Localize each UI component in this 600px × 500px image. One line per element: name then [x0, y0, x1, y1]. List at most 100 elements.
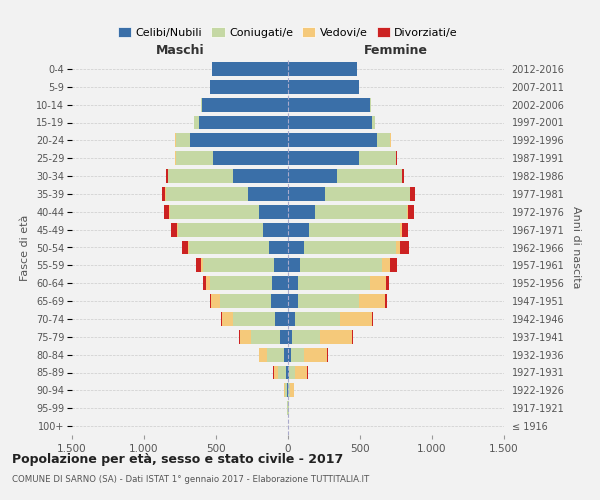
Bar: [284, 348, 288, 362]
Bar: [288, 222, 309, 236]
Bar: [286, 366, 288, 380]
Bar: [178, 222, 263, 236]
Bar: [239, 330, 240, 344]
Bar: [233, 169, 288, 183]
Bar: [220, 294, 271, 308]
Bar: [289, 366, 295, 380]
Bar: [288, 312, 295, 326]
Bar: [325, 187, 410, 201]
Bar: [280, 330, 288, 344]
Bar: [206, 276, 210, 290]
Bar: [285, 384, 287, 398]
Bar: [352, 330, 353, 344]
Bar: [275, 312, 288, 326]
Bar: [287, 384, 288, 398]
Bar: [201, 258, 203, 272]
Bar: [269, 240, 288, 254]
Bar: [274, 258, 288, 272]
Bar: [199, 116, 288, 130]
Bar: [289, 384, 290, 398]
Bar: [408, 205, 414, 219]
Bar: [304, 240, 396, 254]
Bar: [166, 187, 248, 201]
Bar: [272, 276, 288, 290]
Bar: [386, 276, 389, 290]
Bar: [176, 151, 213, 165]
Bar: [304, 348, 328, 362]
Bar: [240, 330, 251, 344]
Bar: [288, 62, 357, 76]
Bar: [337, 169, 402, 183]
Bar: [233, 312, 275, 326]
Bar: [359, 151, 396, 165]
Text: COMUNE DI SARNO (SA) - Dati ISTAT 1° gennaio 2017 - Elaborazione TUTTITALIA.IT: COMUNE DI SARNO (SA) - Dati ISTAT 1° gen…: [12, 475, 369, 484]
Bar: [314, 205, 407, 219]
Bar: [194, 116, 199, 130]
Bar: [213, 151, 288, 165]
Bar: [299, 258, 382, 272]
Bar: [390, 258, 397, 272]
Bar: [288, 116, 371, 130]
Bar: [288, 294, 298, 308]
Bar: [161, 187, 165, 201]
Bar: [248, 187, 288, 201]
Bar: [203, 258, 274, 272]
Bar: [202, 98, 288, 112]
Bar: [290, 384, 294, 398]
Bar: [298, 294, 359, 308]
Bar: [288, 330, 292, 344]
Bar: [309, 222, 400, 236]
Bar: [340, 312, 371, 326]
Bar: [288, 134, 377, 147]
Bar: [407, 205, 408, 219]
Bar: [410, 187, 415, 201]
Bar: [166, 169, 168, 183]
Bar: [359, 294, 385, 308]
Bar: [221, 312, 222, 326]
Bar: [288, 258, 299, 272]
Bar: [176, 134, 190, 147]
Bar: [288, 169, 337, 183]
Bar: [288, 98, 370, 112]
Bar: [251, 330, 280, 344]
Bar: [259, 348, 267, 362]
Bar: [210, 276, 272, 290]
Bar: [196, 258, 201, 272]
Bar: [400, 222, 402, 236]
Bar: [182, 240, 188, 254]
Bar: [292, 330, 320, 344]
Bar: [385, 294, 387, 308]
Y-axis label: Anni di nascita: Anni di nascita: [571, 206, 581, 289]
Bar: [288, 80, 359, 94]
Bar: [295, 312, 340, 326]
Bar: [278, 366, 286, 380]
Legend: Celibi/Nubili, Coniugati/e, Vedovi/e, Divorziati/e: Celibi/Nubili, Coniugati/e, Vedovi/e, Di…: [113, 22, 463, 42]
Bar: [284, 384, 285, 398]
Bar: [212, 62, 288, 76]
Bar: [267, 348, 284, 362]
Bar: [210, 80, 288, 94]
Bar: [295, 366, 307, 380]
Bar: [288, 348, 290, 362]
Bar: [201, 98, 202, 112]
Bar: [290, 348, 304, 362]
Y-axis label: Fasce di età: Fasce di età: [20, 214, 31, 280]
Bar: [288, 276, 298, 290]
Bar: [211, 294, 220, 308]
Bar: [382, 258, 390, 272]
Bar: [288, 187, 325, 201]
Bar: [402, 222, 408, 236]
Bar: [271, 294, 288, 308]
Bar: [170, 205, 259, 219]
Bar: [371, 116, 375, 130]
Bar: [222, 312, 233, 326]
Bar: [288, 240, 304, 254]
Bar: [371, 312, 373, 326]
Bar: [288, 366, 289, 380]
Bar: [274, 366, 278, 380]
Bar: [400, 240, 409, 254]
Bar: [190, 134, 288, 147]
Bar: [172, 222, 177, 236]
Bar: [209, 294, 211, 308]
Bar: [288, 205, 314, 219]
